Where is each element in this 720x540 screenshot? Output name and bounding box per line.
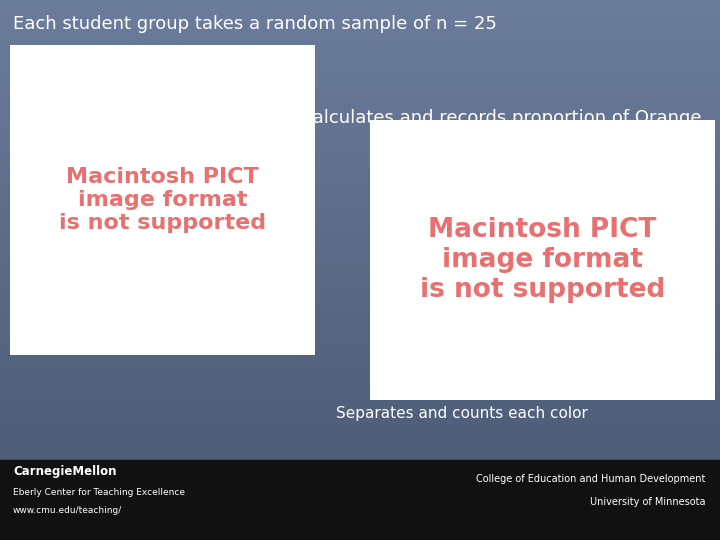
Text: Eberly Center for Teaching Excellence: Eberly Center for Teaching Excellence bbox=[13, 488, 185, 497]
Bar bbox=[0, 270, 720, 276]
Bar bbox=[0, 33, 720, 40]
Bar bbox=[0, 102, 720, 108]
Bar bbox=[0, 519, 720, 526]
Bar bbox=[0, 20, 720, 27]
Bar bbox=[0, 122, 720, 128]
Bar bbox=[0, 480, 720, 486]
Bar bbox=[0, 168, 720, 176]
Bar bbox=[0, 27, 720, 33]
Bar bbox=[0, 432, 720, 438]
Bar bbox=[0, 405, 720, 411]
Bar bbox=[0, 345, 720, 351]
Bar bbox=[0, 183, 720, 189]
Bar bbox=[0, 500, 720, 507]
Text: Separates and counts each color: Separates and counts each color bbox=[336, 406, 588, 421]
Bar bbox=[0, 40, 720, 47]
Bar bbox=[0, 399, 720, 405]
Bar bbox=[0, 291, 720, 297]
FancyBboxPatch shape bbox=[10, 45, 315, 355]
Bar bbox=[0, 460, 720, 540]
Bar bbox=[0, 465, 720, 472]
Bar bbox=[0, 81, 720, 87]
Bar bbox=[0, 411, 720, 418]
Bar bbox=[0, 128, 720, 135]
Bar bbox=[0, 507, 720, 513]
Bar bbox=[0, 222, 720, 230]
Bar bbox=[0, 162, 720, 168]
Bar bbox=[0, 54, 720, 60]
Bar bbox=[0, 74, 720, 81]
Bar bbox=[0, 526, 720, 534]
Bar bbox=[0, 263, 720, 270]
Bar bbox=[0, 0, 720, 6]
Text: CarnegieMellon: CarnegieMellon bbox=[13, 465, 117, 478]
Bar bbox=[0, 115, 720, 122]
Bar bbox=[0, 135, 720, 141]
Bar bbox=[0, 372, 720, 378]
Bar bbox=[0, 438, 720, 445]
Bar bbox=[0, 195, 720, 202]
Bar bbox=[0, 446, 720, 453]
Bar bbox=[0, 6, 720, 14]
Text: Then calculates and records proportion of Orange: Then calculates and records proportion o… bbox=[252, 109, 701, 127]
Bar bbox=[0, 303, 720, 310]
Bar bbox=[0, 472, 720, 480]
Bar bbox=[0, 237, 720, 243]
Bar bbox=[0, 14, 720, 20]
Bar bbox=[0, 189, 720, 195]
Bar bbox=[0, 47, 720, 54]
Bar bbox=[0, 459, 720, 465]
Bar bbox=[0, 493, 720, 500]
Bar bbox=[0, 486, 720, 492]
Text: Macintosh PICT
image format
is not supported: Macintosh PICT image format is not suppo… bbox=[59, 167, 266, 233]
Bar bbox=[0, 358, 720, 365]
Bar bbox=[0, 230, 720, 237]
Bar bbox=[0, 108, 720, 115]
Bar bbox=[0, 378, 720, 384]
Bar bbox=[0, 392, 720, 399]
Bar bbox=[0, 330, 720, 338]
Bar bbox=[0, 351, 720, 357]
Bar bbox=[0, 452, 720, 459]
Bar bbox=[0, 202, 720, 209]
FancyBboxPatch shape bbox=[370, 120, 715, 400]
Bar bbox=[0, 148, 720, 156]
Bar bbox=[0, 384, 720, 391]
Bar bbox=[0, 284, 720, 291]
Bar bbox=[0, 418, 720, 426]
Bar bbox=[0, 364, 720, 372]
Bar bbox=[0, 276, 720, 284]
Text: www.cmu.edu/teaching/: www.cmu.edu/teaching/ bbox=[13, 506, 122, 515]
Text: College of Education and Human Development: College of Education and Human Developme… bbox=[476, 474, 706, 484]
Bar bbox=[0, 94, 720, 102]
Text: Each student group takes a random sample of n = 25: Each student group takes a random sample… bbox=[13, 15, 497, 33]
Bar bbox=[0, 249, 720, 256]
Bar bbox=[0, 426, 720, 432]
Bar bbox=[0, 156, 720, 162]
Bar bbox=[0, 534, 720, 540]
Text: University of Minnesota: University of Minnesota bbox=[590, 497, 706, 507]
Bar bbox=[0, 141, 720, 149]
Bar bbox=[0, 317, 720, 324]
Bar bbox=[0, 324, 720, 330]
Bar bbox=[0, 87, 720, 94]
Bar bbox=[0, 513, 720, 519]
Bar bbox=[0, 216, 720, 222]
Bar bbox=[0, 68, 720, 74]
Bar bbox=[0, 297, 720, 303]
Bar bbox=[0, 310, 720, 317]
Bar bbox=[0, 60, 720, 68]
Bar bbox=[0, 243, 720, 249]
Text: Macintosh PICT
image format
is not supported: Macintosh PICT image format is not suppo… bbox=[420, 217, 665, 303]
Bar bbox=[0, 209, 720, 216]
Bar bbox=[0, 338, 720, 345]
Bar bbox=[0, 176, 720, 183]
Bar bbox=[0, 256, 720, 263]
